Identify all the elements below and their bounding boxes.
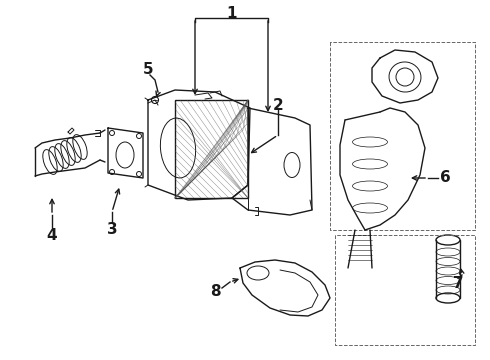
Text: 7: 7 (453, 275, 464, 291)
Circle shape (151, 96, 158, 104)
Text: 5: 5 (143, 63, 153, 77)
Text: 1: 1 (227, 6, 237, 22)
Text: 8: 8 (210, 284, 220, 300)
Text: 4: 4 (47, 228, 57, 243)
Text: 6: 6 (440, 171, 450, 185)
Text: 3: 3 (107, 222, 117, 238)
Text: 2: 2 (272, 98, 283, 112)
